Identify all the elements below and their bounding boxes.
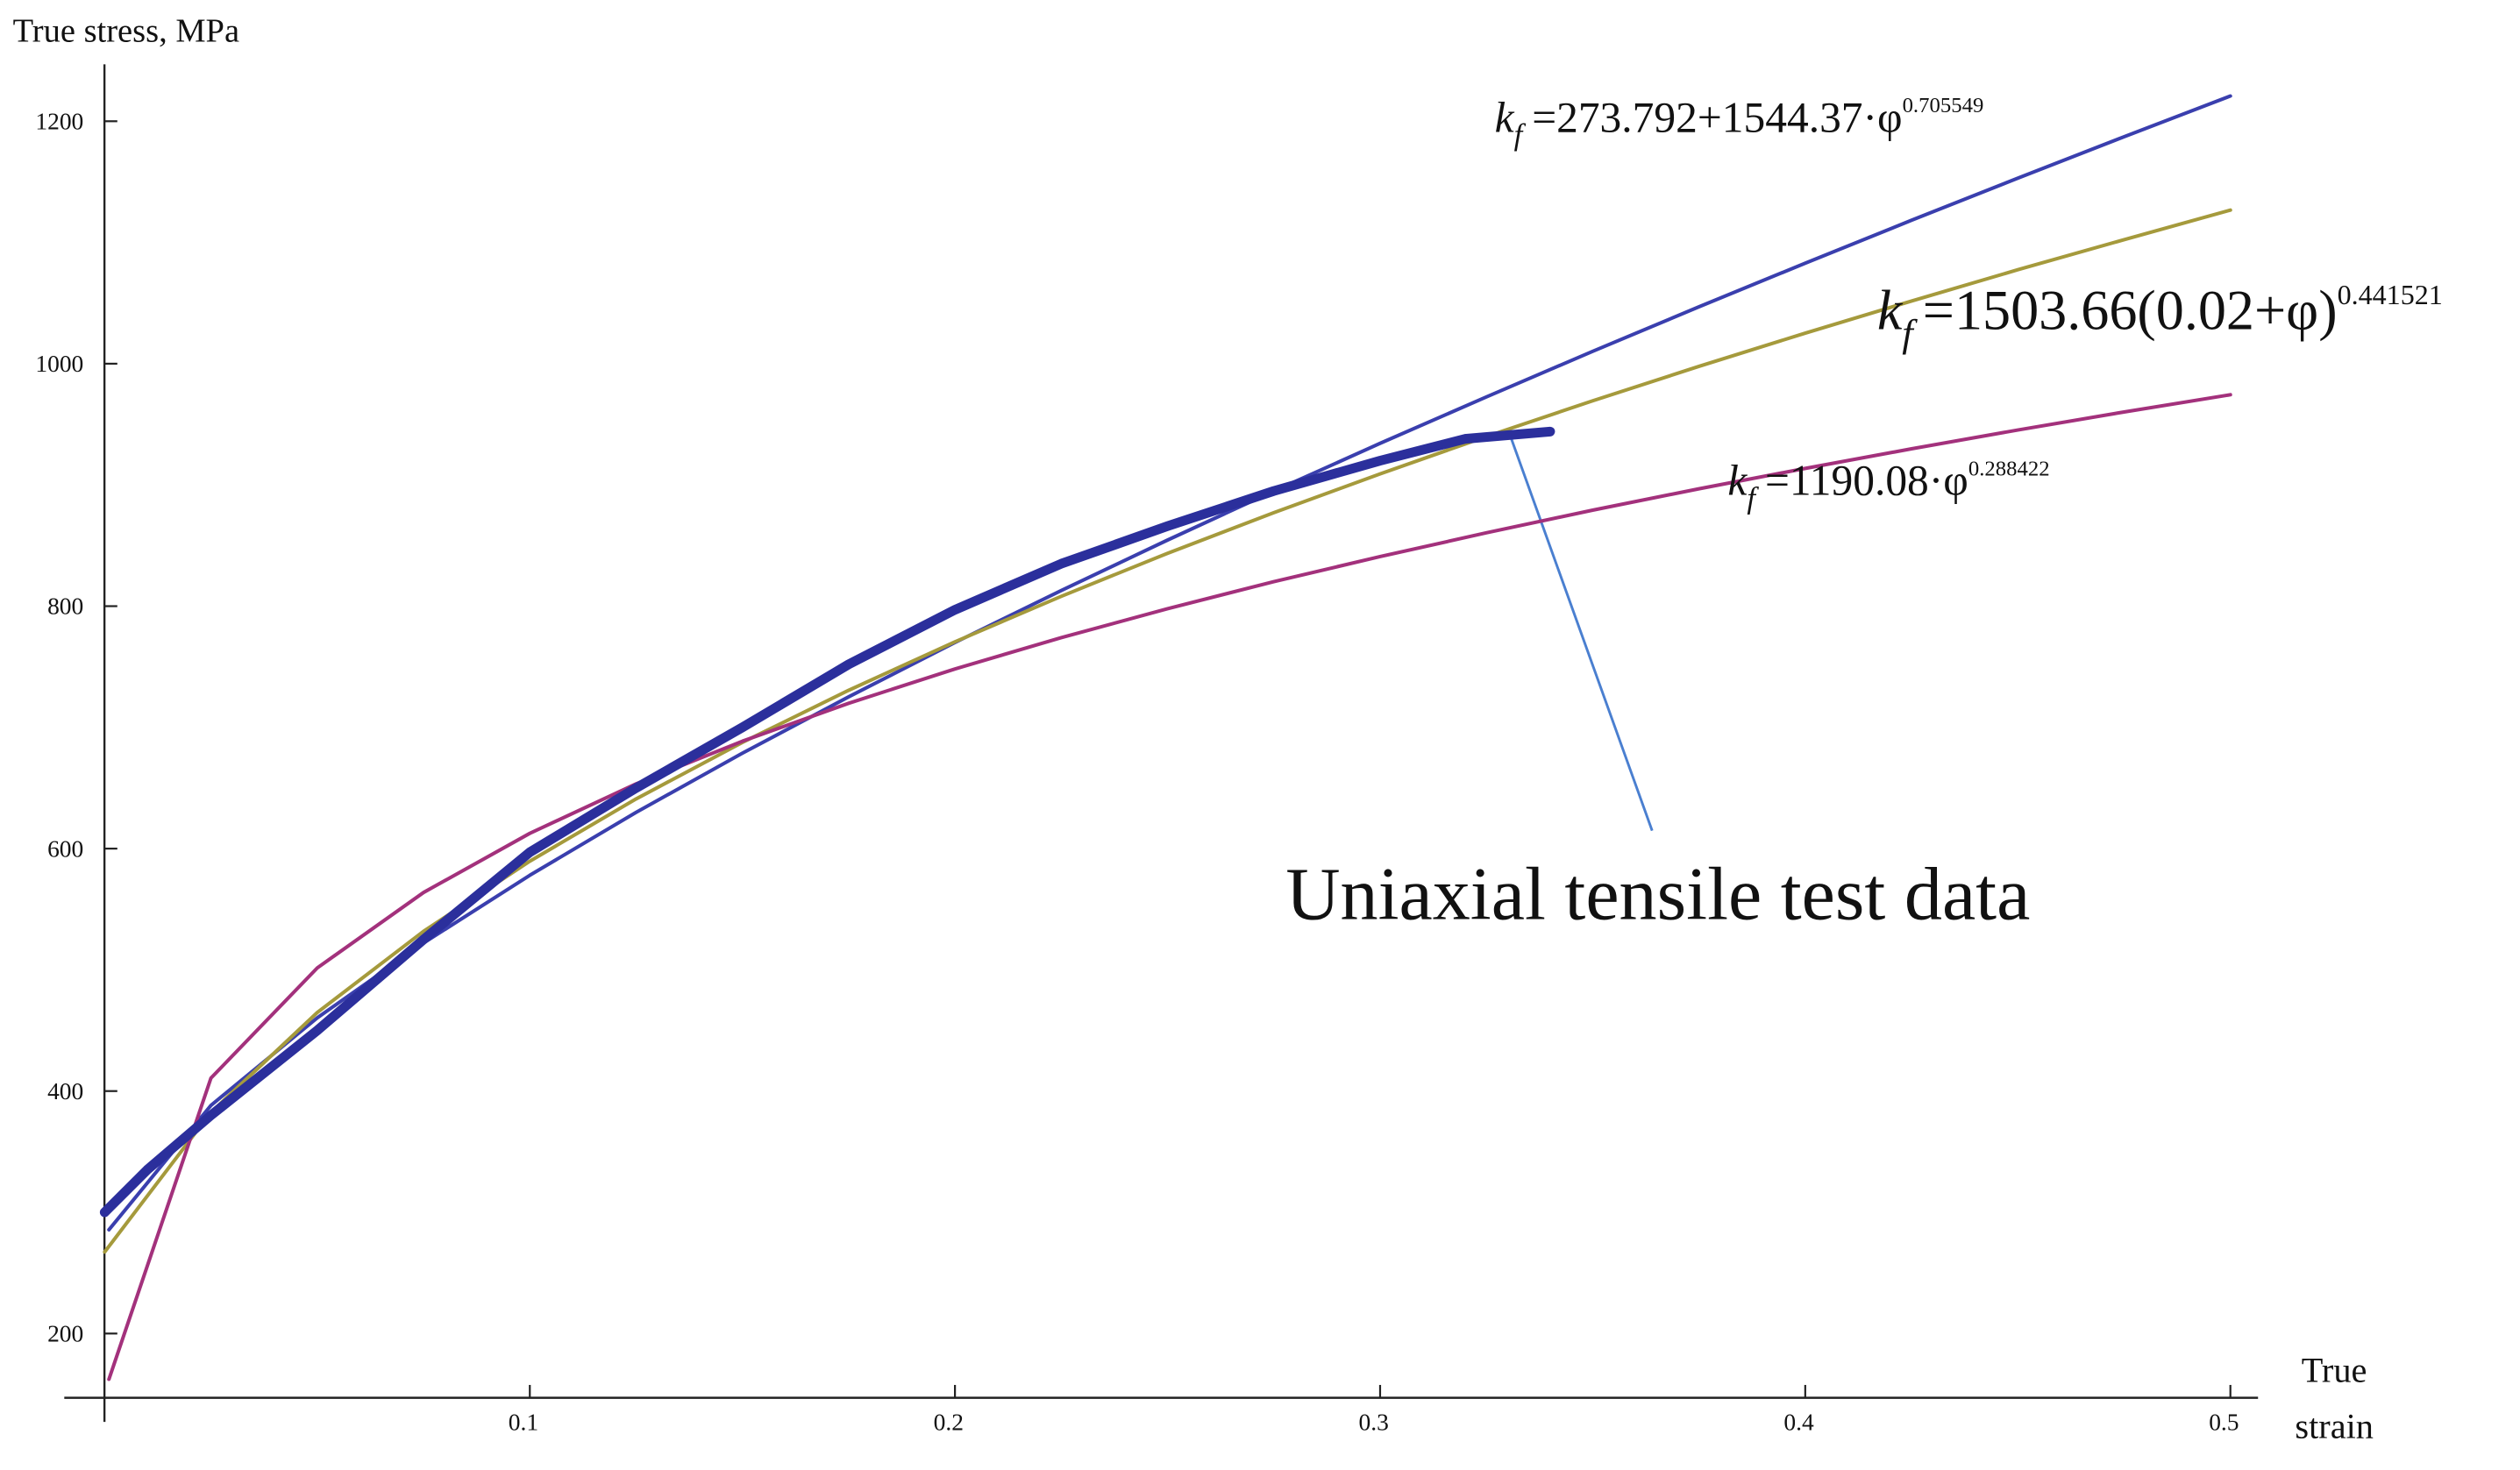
- series-line: [107, 94, 2232, 1232]
- eq-subscript: f: [1514, 118, 1527, 152]
- eq-body: =273.792+1544.37·φ: [1532, 93, 1902, 141]
- callout-pointer: [1509, 437, 1654, 832]
- eq-subscript: f: [1902, 311, 1918, 355]
- y-tick-label: 1000: [35, 351, 83, 377]
- eq-symbol: k: [1877, 280, 1904, 342]
- eq-exponent: 0.288422: [1968, 457, 2050, 480]
- eq-body: =1190.08·φ: [1765, 457, 1968, 505]
- series-line: [107, 393, 2232, 1381]
- x-tick-label: 0.1: [509, 1409, 538, 1435]
- eq-exponent: 0.705549: [1903, 94, 1984, 117]
- y-tick-label: 600: [47, 835, 83, 862]
- eq-body: =1503.66(0.02+φ): [1923, 280, 2338, 342]
- y-tick-label: 400: [47, 1078, 83, 1104]
- eq-subscript: f: [1747, 481, 1759, 515]
- x-tick-label: 0.5: [2209, 1409, 2239, 1435]
- x-axis-label: True: [2302, 1350, 2367, 1389]
- x-tick-label: 0.2: [934, 1409, 964, 1435]
- eq-symbol: k: [1495, 93, 1515, 141]
- eq-symbol: k: [1727, 457, 1748, 505]
- y-axis-label: True stress, MPa: [13, 13, 239, 50]
- x-tick-label: 0.3: [1358, 1409, 1388, 1435]
- y-tick-label: 800: [47, 593, 83, 620]
- equation: kf =1503.66(0.02+φ)0.441521: [1877, 279, 2443, 355]
- x-axis-label: strain: [2295, 1406, 2374, 1445]
- plot: True stress, MPa True strain Uniaxial te…: [13, 13, 2443, 1446]
- equation: kf =1190.08·φ0.288422: [1727, 457, 2049, 515]
- x-tick-label: 0.4: [1783, 1409, 1814, 1435]
- callout: Uniaxial tensile test data: [1285, 851, 2030, 935]
- series-line: [99, 426, 1555, 1218]
- equation: kf =273.792+1544.37·φ0.705549: [1495, 93, 1984, 152]
- series-line: [103, 208, 2232, 1254]
- y-tick-label: 200: [47, 1320, 83, 1346]
- y-tick-label: 1200: [35, 108, 83, 134]
- eq-exponent: 0.441521: [2338, 279, 2443, 310]
